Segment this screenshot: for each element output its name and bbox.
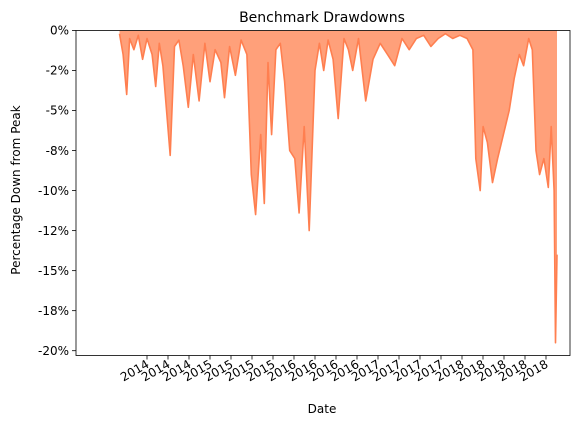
plot-frame <box>75 30 571 356</box>
y-tick-label: -20% <box>38 344 69 358</box>
y-tick-label: -18% <box>38 304 69 318</box>
drawdown-line <box>118 32 558 344</box>
y-tick-label: -12% <box>38 224 69 238</box>
y-tick-label: -2% <box>46 64 69 78</box>
x-axis-label: Date <box>308 402 337 416</box>
y-axis-label: Percentage Down from Peak <box>9 105 23 274</box>
y-tick-label: -8% <box>46 144 69 158</box>
y-tick-label: -10% <box>38 184 69 198</box>
y-axis: 0% -2% -5% -8% -10% -12% -15% -18% -20% <box>38 24 76 358</box>
chart-title: Benchmark Drawdowns <box>239 10 405 26</box>
y-tick-label: 0% <box>50 24 69 38</box>
plot-area <box>118 30 558 344</box>
x-axis: 2014201420142015201520152015201620162016… <box>118 355 551 384</box>
y-tick-label: -5% <box>46 104 69 118</box>
drawdown-area <box>119 30 557 343</box>
y-tick-label: -15% <box>38 264 69 278</box>
